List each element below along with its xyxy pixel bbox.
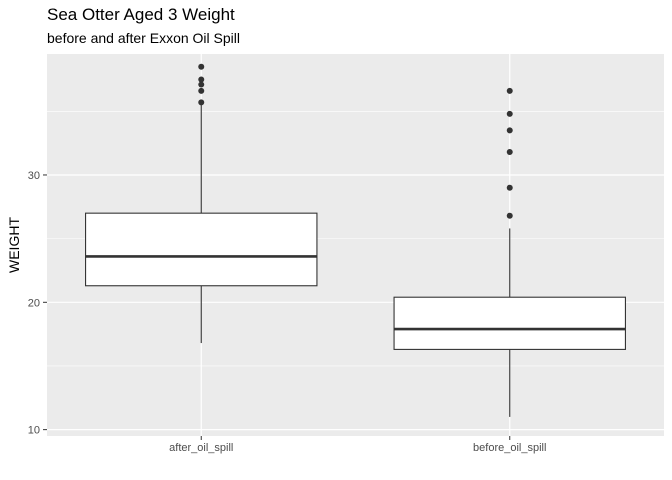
outlier-point [198, 76, 205, 83]
x-tick-label: after_oil_spill [169, 442, 233, 454]
outlier-point [198, 81, 205, 88]
outlier-point [506, 149, 513, 156]
box-iqr [393, 296, 626, 350]
outlier-point [198, 99, 205, 106]
x-tick-label: before_oil_spill [473, 442, 546, 454]
y-tick-label: 10 [28, 425, 40, 437]
outlier-point [506, 212, 513, 219]
outlier-point [506, 127, 513, 134]
outlier-point [506, 110, 513, 117]
outlier-point [506, 87, 513, 94]
outlier-point [198, 63, 205, 70]
y-tick-label: 20 [28, 297, 40, 309]
y-tick-label: 30 [28, 170, 40, 182]
chart-title: Sea Otter Aged 3 Weight [47, 5, 235, 24]
outlier-point [198, 87, 205, 94]
outlier-point [506, 184, 513, 191]
chart-subtitle: before and after Exxon Oil Spill [47, 30, 240, 46]
box-iqr [85, 212, 318, 287]
